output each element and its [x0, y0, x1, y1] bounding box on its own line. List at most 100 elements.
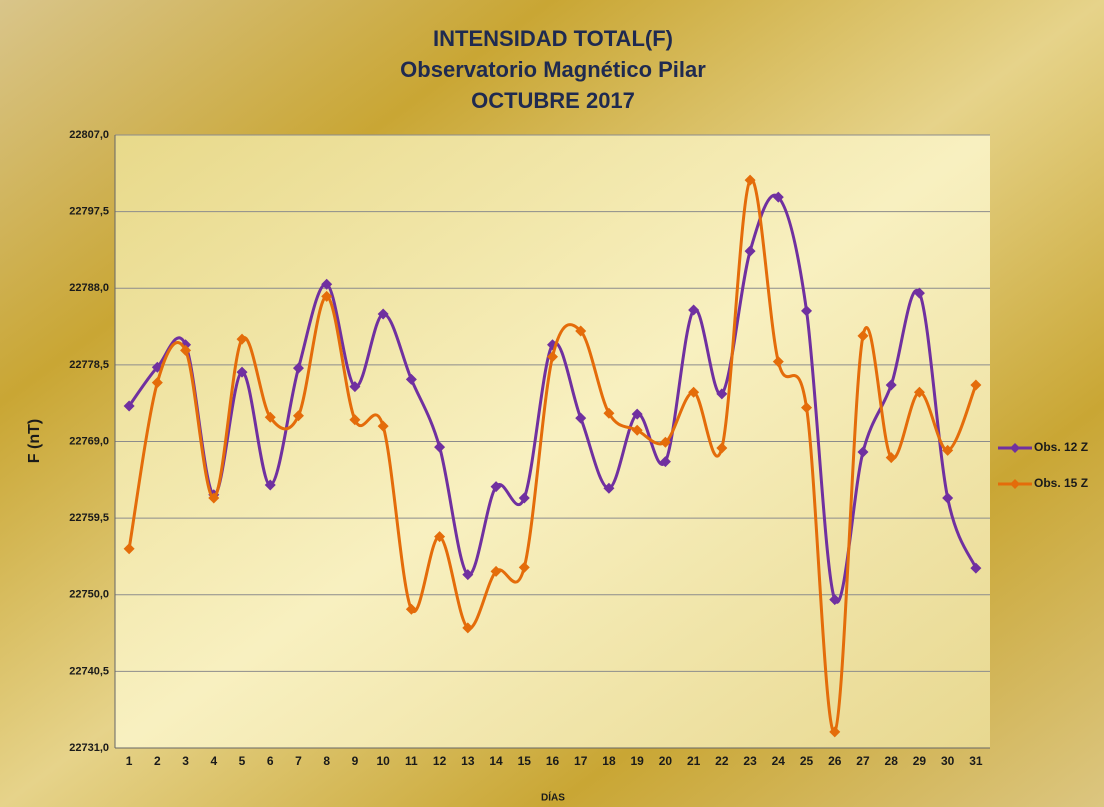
x-tick-label: 3 — [182, 754, 189, 768]
y-tick-label: 22807,0 — [69, 129, 109, 141]
x-tick-label: 15 — [518, 754, 532, 768]
data-point — [801, 305, 813, 317]
x-tick-label: 10 — [376, 754, 390, 768]
data-point — [518, 492, 530, 504]
y-tick-label: 22778,5 — [69, 359, 109, 371]
x-tick-label: 28 — [885, 754, 899, 768]
data-point — [123, 400, 135, 412]
data-point — [434, 441, 446, 453]
data-point — [772, 191, 784, 203]
data-point — [829, 726, 841, 738]
chart-title: Observatorio Magnético Pilar — [400, 57, 706, 82]
data-point — [913, 386, 925, 398]
data-point — [575, 412, 587, 424]
x-tick-label: 17 — [574, 754, 588, 768]
data-point — [264, 411, 276, 423]
data-point — [434, 531, 446, 543]
data-point — [547, 351, 558, 363]
x-tick-label: 20 — [659, 754, 673, 768]
data-point — [123, 543, 135, 555]
y-tick-label: 22797,5 — [69, 206, 109, 218]
data-point — [321, 290, 333, 302]
data-point — [208, 492, 220, 504]
data-point — [970, 379, 982, 391]
data-point — [631, 408, 643, 420]
data-point — [801, 402, 813, 414]
x-tick-label: 8 — [323, 754, 330, 768]
data-point — [744, 245, 756, 257]
x-tick-label: 13 — [461, 754, 475, 768]
data-point — [151, 377, 163, 389]
x-tick-label: 5 — [239, 754, 246, 768]
x-tick-label: 30 — [941, 754, 955, 768]
data-point — [518, 561, 530, 573]
data-point — [405, 373, 417, 385]
data-point — [857, 446, 869, 458]
chart-title: INTENSIDAD TOTAL(F) — [433, 26, 673, 51]
y-tick-label: 22750,0 — [69, 589, 109, 601]
data-point — [490, 565, 502, 577]
x-tick-label: 31 — [969, 754, 983, 768]
data-point — [857, 330, 869, 342]
data-point — [575, 325, 587, 337]
data-point — [377, 308, 389, 320]
data-point — [942, 492, 954, 504]
x-tick-label: 11 — [405, 754, 418, 768]
data-point — [292, 410, 304, 422]
x-tick-label: 26 — [828, 754, 842, 768]
x-tick-label: 2 — [154, 754, 161, 768]
x-tick-label: 18 — [602, 754, 616, 768]
data-point — [236, 366, 248, 378]
data-point — [264, 479, 276, 491]
x-tick-label: 9 — [352, 754, 359, 768]
data-point — [603, 482, 615, 494]
data-point — [659, 436, 671, 448]
y-tick-label: 22731,0 — [69, 742, 109, 754]
legend-marker — [1010, 443, 1020, 453]
data-point — [716, 388, 728, 400]
x-tick-label: 21 — [687, 754, 701, 768]
data-point — [631, 424, 643, 436]
data-point — [688, 386, 700, 398]
x-tick-label: 27 — [856, 754, 870, 768]
data-point — [462, 622, 474, 634]
data-point — [349, 414, 361, 426]
x-tick-label: 6 — [267, 754, 274, 768]
x-tick-label: 7 — [295, 754, 302, 768]
x-axis-label: DÍAS — [541, 791, 565, 804]
data-point — [292, 362, 304, 374]
data-point — [377, 420, 389, 432]
y-axis-label: F (nT) — [26, 419, 43, 463]
x-tick-label: 19 — [630, 754, 644, 768]
data-point — [321, 278, 333, 290]
data-point — [490, 481, 502, 493]
x-tick-label: 25 — [800, 754, 814, 768]
x-tick-label: 1 — [126, 754, 133, 768]
x-tick-label: 4 — [210, 754, 217, 768]
x-tick-label: 16 — [546, 754, 560, 768]
x-tick-label: 24 — [772, 754, 786, 768]
data-point — [885, 379, 897, 391]
data-point — [603, 407, 615, 419]
data-point — [716, 442, 728, 454]
data-point — [885, 452, 897, 464]
x-tick-label: 29 — [913, 754, 927, 768]
data-point — [180, 344, 192, 356]
x-tick-label: 23 — [743, 754, 757, 768]
data-point — [942, 444, 954, 456]
data-point — [659, 456, 671, 468]
y-tick-label: 22740,5 — [69, 665, 109, 677]
data-point — [688, 304, 700, 316]
data-point — [913, 287, 925, 299]
legend-label: Obs. 12 Z — [1034, 440, 1088, 454]
data-point — [970, 562, 982, 574]
data-point — [236, 333, 248, 345]
data-point — [772, 356, 784, 368]
y-tick-label: 22788,0 — [69, 282, 109, 294]
x-tick-label: 12 — [433, 754, 447, 768]
y-tick-label: 22759,5 — [69, 512, 109, 524]
data-point — [829, 594, 841, 606]
data-point — [744, 174, 756, 186]
x-tick-label: 14 — [489, 754, 503, 768]
